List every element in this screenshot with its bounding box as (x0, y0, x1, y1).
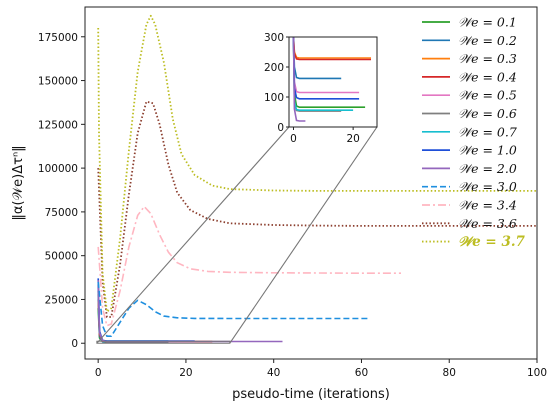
zoom-region-box (96, 340, 231, 344)
main-y-ticks: 0 25000 50000 75000 100000 125000 150000 175000 (38, 32, 85, 350)
inset-x-tick-label: 0 (290, 133, 297, 145)
inset-y-tick-label: 100 (264, 92, 284, 104)
legend-entry-label: 𝒲e = 3.4 (458, 198, 517, 213)
main-x-tick-label: 60 (355, 367, 368, 379)
main-plot-frame (84, 6, 538, 360)
main-y-tick-label: 175000 (38, 32, 78, 44)
inset-y-ticks: 0 100 200 300 (264, 32, 289, 134)
legend-entry-label: 𝒲e = 0.5 (458, 88, 517, 103)
legend-entry-label: 𝒲e = 3.6 (458, 216, 517, 231)
inset-series-lines (292, 36, 371, 122)
y-axis-label: ‖α(𝒲e)Δτⁿ‖ (11, 145, 26, 220)
main-y-tick-label: 25000 (45, 294, 78, 306)
legend-entry-label: 𝒲e = 3.7 (458, 234, 526, 250)
legend-entry-label: 𝒲e = 1.0 (458, 143, 517, 158)
inset-zoom-connectors (96, 126, 378, 344)
main-series-line (97, 100, 537, 318)
inset-y-tick-label: 200 (264, 62, 284, 74)
main-series-line (97, 14, 537, 313)
main-series-line (97, 205, 401, 327)
main-y-tick-label: 100000 (38, 163, 78, 175)
inset-y-tick-label: 300 (264, 32, 284, 44)
main-x-tick-label: 0 (95, 367, 102, 379)
inset-series-line (292, 36, 306, 122)
inset-background (289, 37, 377, 127)
legend-entry-label: 𝒲e = 0.2 (458, 33, 517, 48)
legend-entry-label: 𝒲e = 0.7 (458, 124, 517, 139)
legend: 𝒲e = 0.1 𝒲e = 0.2 𝒲e = 0.3 𝒲e = 0.4 𝒲e = 0.5… (422, 15, 526, 250)
main-y-tick-label: 0 (71, 338, 78, 350)
x-axis-label: pseudo-time (iterations) (232, 387, 390, 402)
main-x-tick-label: 40 (267, 367, 280, 379)
main-y-tick-label: 150000 (38, 76, 78, 88)
inset-series-line (292, 36, 366, 108)
legend-entry-label: 𝒲e = 0.4 (458, 69, 517, 84)
zoom-connector-line (229, 126, 378, 344)
inset-series-line (292, 36, 371, 61)
legend-entry-label: 𝒲e = 0.3 (458, 51, 517, 66)
zoom-connector-line (96, 126, 290, 344)
main-y-tick-label: 50000 (45, 251, 78, 263)
legend-entry-label: 𝒲e = 3.0 (458, 179, 517, 194)
main-y-tick-label: 125000 (38, 119, 78, 131)
inset-x-tick-label: 20 (346, 133, 359, 145)
inset-series-line (292, 36, 360, 100)
inset-plot-frame (288, 36, 378, 128)
main-series-line (97, 281, 371, 338)
legend-entry-label: 𝒲e = 0.6 (458, 106, 517, 121)
inset-y-tick-label: 0 (277, 122, 284, 134)
main-x-ticks: 0 20 40 60 80 100 (95, 359, 547, 379)
legend-entry-label: 𝒲e = 2.0 (458, 161, 517, 176)
main-x-tick-label: 100 (527, 367, 547, 379)
main-x-tick-label: 20 (179, 367, 192, 379)
legend-entry-label: 𝒲e = 0.1 (458, 15, 517, 30)
main-x-tick-label: 80 (443, 367, 456, 379)
inset-plot: 0 20 0 100 200 300 (264, 32, 378, 145)
inset-x-ticks: 0 20 (290, 127, 360, 145)
main-y-tick-label: 75000 (45, 207, 78, 219)
